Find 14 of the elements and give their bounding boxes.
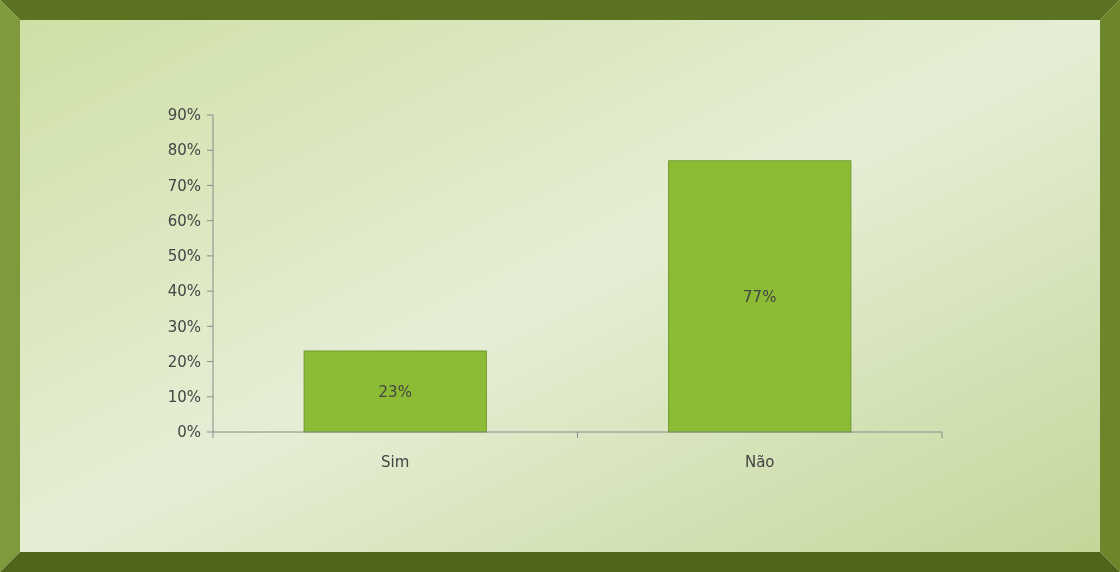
- y-tick-label: 40%: [167, 282, 201, 301]
- data-label: 23%: [378, 382, 412, 401]
- y-tick-label: 20%: [167, 352, 201, 371]
- y-tick-label: 60%: [167, 211, 201, 230]
- y-tick-label: 10%: [167, 388, 201, 407]
- y-tick-label: 70%: [167, 176, 201, 195]
- x-tick-label: Sim: [381, 453, 410, 471]
- y-tick-label: 0%: [177, 423, 201, 442]
- data-label: 77%: [743, 287, 777, 306]
- y-tick-label: 80%: [167, 141, 201, 160]
- x-tick-label: Não: [744, 453, 775, 471]
- y-tick-label: 90%: [167, 106, 201, 125]
- y-tick-label: 50%: [167, 247, 201, 266]
- y-tick-label: 30%: [167, 317, 201, 336]
